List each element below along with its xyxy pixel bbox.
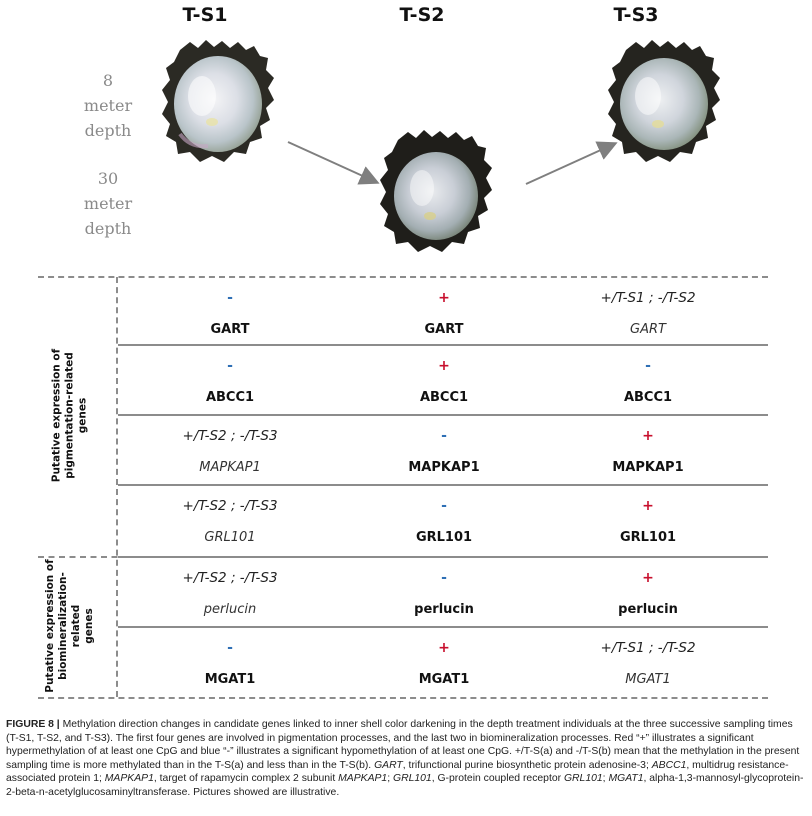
methylation-symbol: - (227, 640, 233, 656)
caption-segment: MGAT1 (608, 773, 644, 785)
caption-segment: , alpha-1,3-mannosyl-glycoprotein-2-beta… (6, 773, 804, 798)
methylation-symbol: - (441, 570, 447, 586)
gene-name: ABCC1 (419, 390, 469, 405)
gene-name: MAPKAP1 (612, 460, 684, 475)
row-separator (118, 626, 768, 628)
table-left-border (116, 277, 118, 697)
gene-name: GART (424, 322, 464, 337)
caption-segment: GART (374, 759, 403, 771)
gene-name: MAPKAP1 (199, 460, 261, 475)
methylation-symbol: + (438, 290, 450, 306)
gene-name: perlucin (203, 602, 257, 617)
gene-name: GRL101 (415, 530, 473, 545)
methylation-symbol: - (441, 428, 447, 444)
section-divider (38, 556, 128, 558)
column-title-ts1: T-S1 (182, 4, 228, 26)
methylation-symbol: +/T-S1 ; -/T-S2 (600, 290, 696, 306)
gene-name: perlucin (618, 602, 678, 617)
depth-word: depth (84, 121, 132, 140)
gene-name: MAPKAP1 (408, 460, 480, 475)
shell-ts1-image (162, 40, 274, 162)
side-label-line: related (70, 604, 82, 648)
gene-name: perlucin (414, 602, 474, 617)
caption-segment: ; (602, 773, 609, 785)
caption-segment: , trifunctional purine biosynthetic prot… (402, 759, 652, 771)
caption-segment: , target of rapamycin complex 2 subunit (153, 773, 339, 785)
caption-body: Methylation direction changes in candida… (6, 719, 803, 798)
caption-segment: Methylation direction changes in candida… (6, 719, 800, 771)
methylation-symbol: + (438, 640, 450, 656)
shell-ts3-image (608, 40, 720, 162)
column-title-ts2: T-S2 (399, 4, 445, 26)
caption-segment: MAPKAP1 (104, 773, 154, 785)
side-label-line: Putative expression of (44, 559, 56, 693)
depth-word: depth (84, 219, 132, 238)
gene-name: ABCC1 (623, 390, 673, 405)
methylation-symbol: + (642, 570, 654, 586)
depth-label-shallow: 8 meter depth (58, 68, 158, 143)
methylation-symbol: +/T-S2 ; -/T-S3 (182, 570, 278, 586)
gene-name: MGAT1 (204, 672, 256, 687)
methylation-symbol: +/T-S2 ; -/T-S3 (182, 498, 278, 514)
side-label-line: genes (76, 397, 89, 434)
side-label-pigmentation: Putative expression of pigmentation-rela… (51, 316, 90, 516)
depth-label-deep: 30 meter depth (58, 166, 158, 241)
methylation-symbol: + (642, 498, 654, 514)
methylation-symbol: + (438, 358, 450, 374)
side-label-line: Putative expression of (50, 348, 63, 483)
gene-name: GRL101 (204, 530, 256, 545)
caption-segment: GRL101 (563, 773, 603, 785)
caption-segment: ABCC1 (651, 759, 687, 771)
depth-unit: meter (83, 194, 133, 213)
methylation-symbol: +/T-S1 ; -/T-S2 (600, 640, 696, 656)
caption-segment: MAPKAP1 (338, 773, 388, 785)
gene-name: ABCC1 (205, 390, 255, 405)
methylation-symbol: - (227, 290, 233, 306)
figure-label: FIGURE 8 | (6, 719, 60, 730)
row-separator (118, 484, 768, 486)
gene-name: GRL101 (619, 530, 677, 545)
caption-segment: , multidrug resistance-associated protei… (6, 759, 789, 785)
table-top-border (38, 276, 768, 278)
figure-caption: FIGURE 8 | Methylation direction changes… (6, 718, 806, 800)
side-label-line: genes (83, 608, 95, 644)
arrow-ts1-to-ts2 (287, 141, 380, 185)
methylation-symbol: + (642, 428, 654, 444)
gene-name: GART (630, 322, 666, 337)
arrow-ts2-to-ts3 (525, 141, 618, 185)
gene-name: GART (210, 322, 250, 337)
methylation-symbol: - (441, 498, 447, 514)
table-bottom-border (38, 697, 768, 699)
caption-segment: ; (387, 773, 393, 785)
depth-unit: meter (83, 96, 133, 115)
methylation-symbol: +/T-S2 ; -/T-S3 (182, 428, 278, 444)
row-separator (118, 556, 768, 558)
row-separator (118, 344, 768, 346)
row-separator (118, 414, 768, 416)
shell-ts2-image (380, 130, 492, 252)
gene-name: MGAT1 (625, 672, 671, 687)
column-title-ts3: T-S3 (613, 4, 659, 26)
side-label-line: biomineralization- (57, 572, 69, 680)
depth-value: 8 (102, 71, 114, 90)
caption-segment: , G-protein coupled receptor (431, 773, 564, 785)
side-label-line: pigmentation-related (63, 352, 76, 479)
methylation-symbol: - (645, 358, 651, 374)
caption-segment: GRL101 (393, 773, 432, 785)
depth-value: 30 (97, 169, 119, 188)
gene-name: MGAT1 (418, 672, 470, 687)
methylation-symbol: - (227, 358, 233, 374)
side-label-biomineralization: Putative expression of biomineralization… (44, 526, 96, 726)
